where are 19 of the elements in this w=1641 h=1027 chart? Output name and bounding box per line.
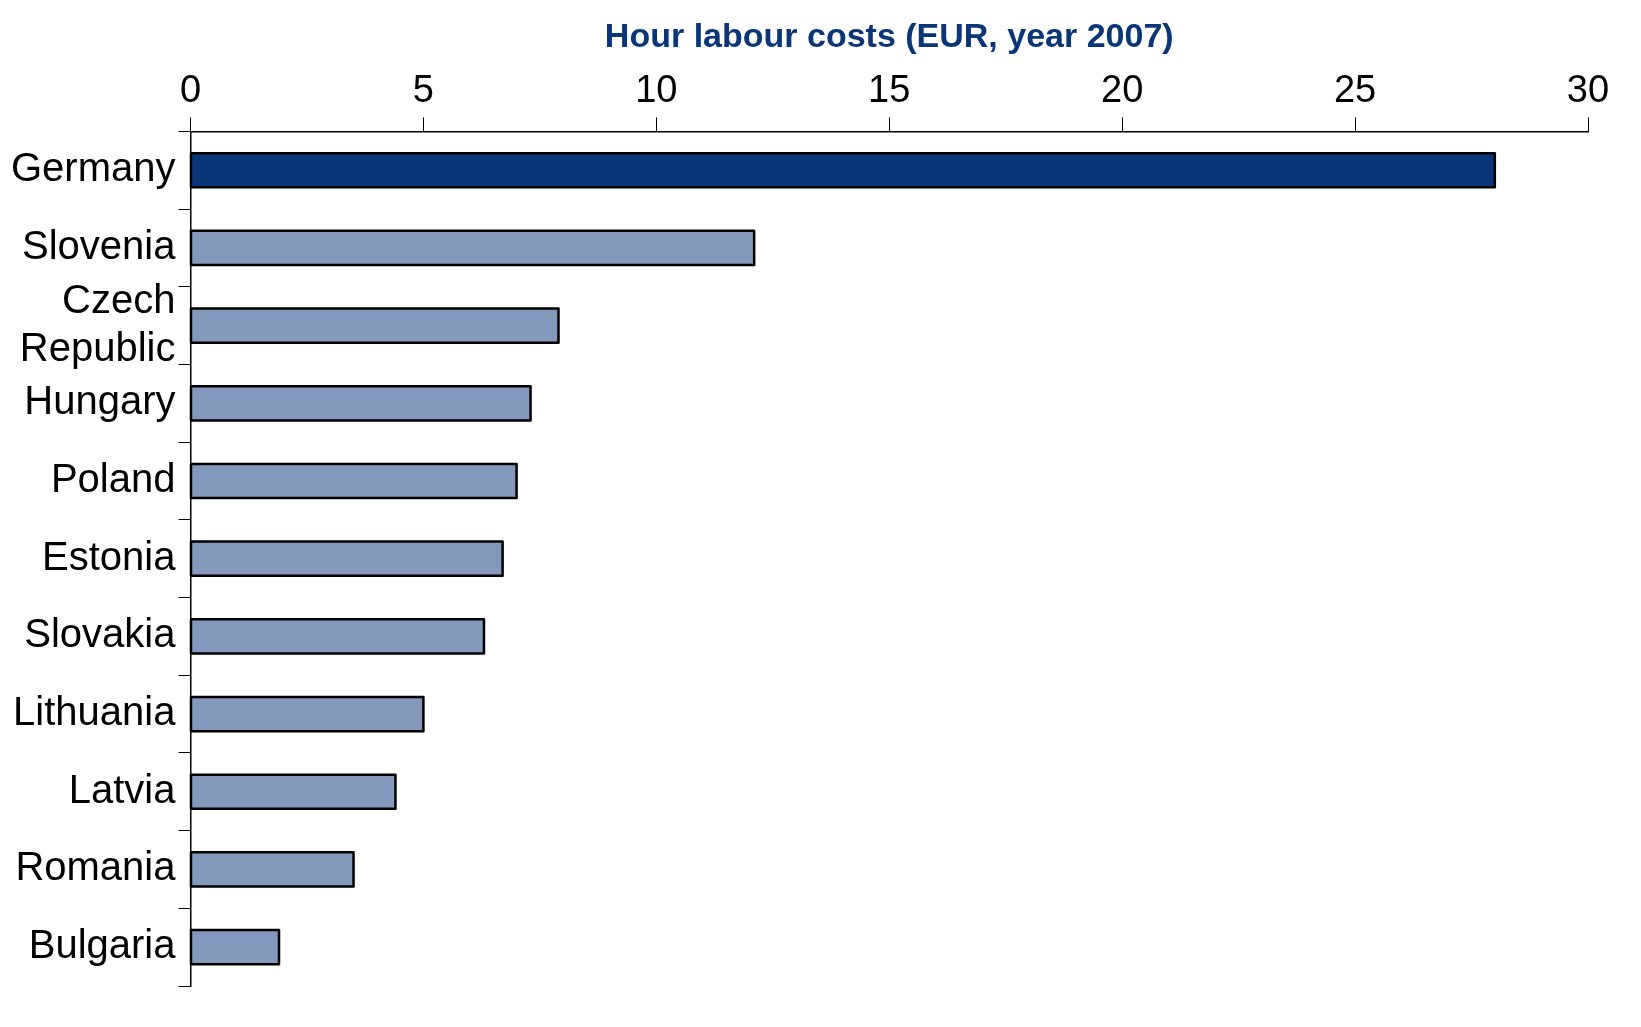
y-tick-label: Hungary — [24, 378, 176, 423]
x-tick-label: 15 — [868, 68, 911, 111]
y-tick-label: Germany — [10, 145, 176, 190]
x-axis-title: Hour labour costs (EUR, year 2007) — [604, 15, 1174, 54]
y-tick-label: Czech Republic — [19, 276, 176, 369]
y-tick-label: Estonia — [42, 533, 177, 578]
x-tick-label: 10 — [635, 68, 678, 111]
y-tick-label: Latvia — [68, 766, 177, 811]
y-tick-label: Lithuania — [13, 689, 177, 734]
x-tick-label: 20 — [1101, 68, 1144, 111]
y-tick-label: Slovakia — [24, 611, 177, 656]
y-tick-label: Romania — [15, 844, 177, 889]
y-tick-label: Bulgaria — [28, 922, 177, 967]
x-tick-label: 30 — [1566, 68, 1610, 111]
x-tick-label: 25 — [1333, 68, 1377, 111]
y-tick-label: Slovenia — [22, 222, 177, 267]
x-tick-label: 0 — [179, 68, 202, 111]
x-tick-label: 5 — [412, 68, 434, 111]
y-tick-label: Poland — [50, 456, 176, 501]
